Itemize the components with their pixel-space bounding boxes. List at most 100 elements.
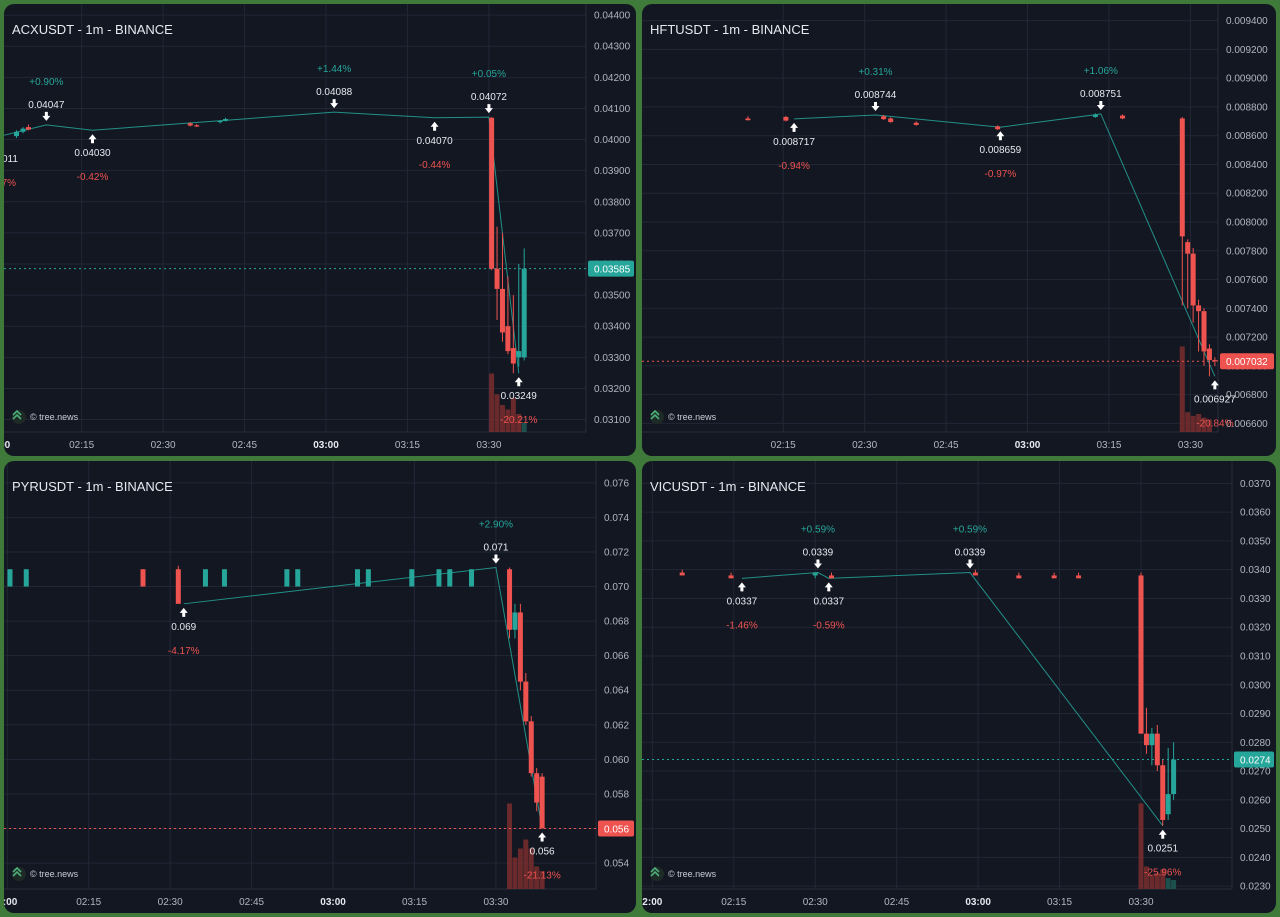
candle-body [1206, 348, 1212, 361]
candle-body [1154, 733, 1160, 766]
x-tick-label: 02:15 [771, 440, 796, 451]
arrow-up-icon [179, 607, 188, 617]
x-tick-label: 03:15 [1047, 897, 1072, 908]
candle-body [1201, 311, 1207, 352]
volume-bar [521, 423, 527, 432]
pct-label: -21.13% [523, 871, 560, 882]
volume-bar [534, 866, 540, 889]
pct-label: -0.94% [778, 161, 810, 172]
x-tick-label: 02:30 [158, 897, 183, 908]
volume-bar [1149, 875, 1155, 889]
volume-bar [494, 394, 500, 432]
price-label: 0.0339 [803, 548, 834, 559]
x-tick-label: 03:15 [1096, 440, 1121, 451]
tree-news-logo-icon [650, 867, 664, 881]
chart-canvas[interactable]: 0.0370 0.0360 0.0350 0.0340 0.0330 0.0320 0.03… [642, 461, 1276, 913]
watermark-text: © tree.news [668, 412, 717, 422]
chart-title: VICUSDT - 1m - BINANCE [650, 479, 806, 494]
x-tick-label: 02:45 [934, 440, 959, 451]
last-price-badge [1220, 353, 1274, 370]
price-label: 0.008717 [773, 137, 815, 148]
volume-bar [1179, 346, 1185, 432]
x-tick-label: 02:15 [76, 897, 101, 908]
x-tick-label: 02:30 [803, 897, 828, 908]
chart-title: HFTUSDT - 1m - BINANCE [650, 22, 810, 37]
candle-body [494, 268, 500, 289]
x-tick-label: 02:30 [151, 440, 176, 451]
watermark: © tree.news [650, 867, 716, 881]
x-tick-label: 02:45 [239, 897, 264, 908]
y-tick-label: 0.0340 [1240, 565, 1271, 576]
candle-body [25, 127, 31, 130]
pct-label: +1.06% [1084, 66, 1118, 77]
x-tick-label: 03:30 [476, 440, 501, 451]
pct-label: -0.59% [813, 620, 845, 631]
y-tick-label: 0.054 [604, 859, 629, 870]
chart-panel-acxusdt[interactable]: 0.04400 0.04300 0.04200 0.04100 0.04000 0.039… [4, 4, 636, 456]
pct-label: -0.44% [419, 160, 451, 171]
x-tick-label: 03:30 [1129, 897, 1154, 908]
candle-body [1165, 794, 1171, 815]
candle-body [1138, 575, 1144, 734]
y-tick-label: 0.03700 [594, 228, 631, 239]
price-label: 0.0251 [1147, 844, 1178, 855]
candle-body [7, 569, 13, 587]
arrow-down-icon [965, 559, 974, 569]
chart-panel-hftusdt[interactable]: 0.009400 0.009200 0.009000 0.008800 0.008600… [642, 4, 1276, 456]
volume-bar [505, 409, 511, 432]
candle-body [1179, 118, 1185, 237]
candle-body [1160, 765, 1166, 820]
price-label: 0.056 [530, 847, 555, 858]
chart-canvas[interactable]: 0.076 0.074 0.072 0.070 0.068 0.066 0.064 0.062… [4, 461, 636, 913]
candle-body [223, 119, 229, 121]
candle-body [1196, 305, 1202, 312]
swing-line [4, 111, 520, 374]
price-label: 0.0337 [813, 596, 844, 607]
candle-body [1190, 253, 1196, 306]
candle-body [1120, 115, 1126, 119]
price-label: 0.069 [171, 622, 196, 633]
chart-canvas[interactable]: 0.04400 0.04300 0.04200 0.04100 0.04000 0.039… [4, 4, 636, 456]
arrow-down-icon [484, 104, 493, 114]
y-tick-label: 0.060 [604, 755, 629, 766]
price-label: 0.008751 [1080, 89, 1122, 100]
price-label: 0.008744 [855, 90, 897, 101]
candle-body [23, 569, 29, 587]
y-tick-label: 0.0310 [1240, 651, 1271, 662]
chart-canvas[interactable]: 0.009400 0.009200 0.009000 0.008800 0.008600… [642, 4, 1276, 456]
pct-label: -0.42% [77, 172, 109, 183]
y-tick-label: 0.0330 [1240, 594, 1271, 605]
y-tick-label: 0.008800 [1226, 102, 1268, 113]
chart-panel-vicusdt[interactable]: 0.0370 0.0360 0.0350 0.0340 0.0330 0.0320 0.03… [642, 461, 1276, 913]
arrow-up-icon [824, 582, 833, 592]
price-label: 0.008659 [980, 145, 1022, 156]
x-tick-label: 2:00 [4, 440, 11, 451]
y-tick-label: 0.068 [604, 617, 629, 628]
chart-panel-pyrusdt[interactable]: 0.076 0.074 0.072 0.070 0.068 0.066 0.064 0.062… [4, 461, 636, 913]
price-label: 0.04088 [316, 87, 353, 98]
candle-body [512, 612, 518, 630]
x-tick-label: 03:00 [313, 440, 339, 451]
last-price-label: 0.007032 [1226, 357, 1268, 368]
y-tick-label: 0.03200 [594, 384, 631, 395]
candle-body [13, 131, 19, 137]
candle-body [534, 773, 540, 803]
pct-label: +1.44% [317, 64, 351, 75]
price-label: 0.006927 [1194, 394, 1236, 405]
candle-body [517, 612, 523, 682]
tree-news-logo-icon [650, 410, 664, 424]
chart-title: PYRUSDT - 1m - BINANCE [12, 479, 173, 494]
last-price-label: 0.0274 [1240, 756, 1271, 767]
watermark: © tree.news [12, 867, 78, 881]
arrow-up-icon [737, 582, 746, 592]
candle-body [447, 569, 453, 587]
arrow-up-icon [1210, 380, 1219, 390]
volume-bar [1143, 866, 1149, 889]
candle-body [728, 575, 734, 579]
volume-bar [510, 397, 516, 432]
y-tick-label: 0.0350 [1240, 536, 1271, 547]
price-label: 0.0337 [727, 596, 758, 607]
arrow-down-icon [42, 111, 51, 121]
candle-body [523, 681, 529, 722]
